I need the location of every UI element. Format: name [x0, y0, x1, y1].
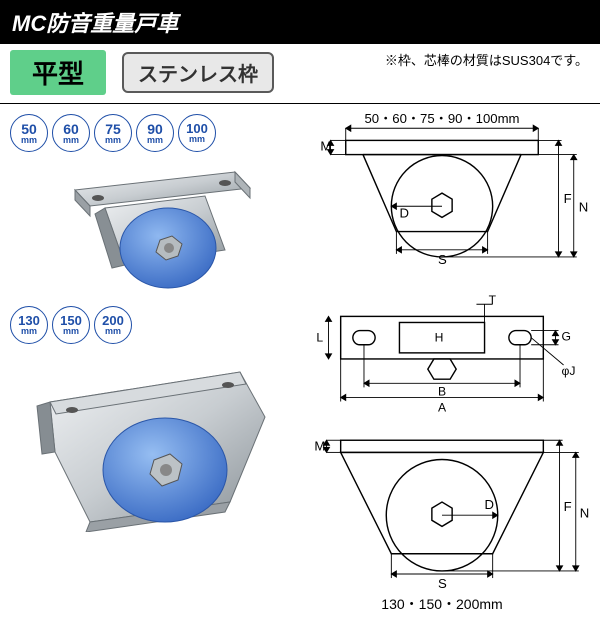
diagram-plan: L B A T G φJ H: [290, 286, 594, 418]
size-chip: 150mm: [52, 306, 90, 344]
size-chip-row-bottom: 130mm 150mm 200mm: [10, 306, 290, 344]
diagram-bottom-caption: 130・150・200mm: [290, 594, 594, 614]
dim-label: L: [316, 331, 323, 345]
product-image-large: [20, 352, 280, 532]
dim-label: B: [438, 385, 446, 399]
dim-label: F: [564, 499, 572, 514]
size-chip: 130mm: [10, 306, 48, 344]
type-badge: 平型: [10, 50, 106, 95]
material-note: ※枠、芯棒の材質はSUS304です。: [385, 50, 588, 69]
dim-label: D: [399, 205, 409, 220]
diagram-front-bottom: M D S F N 130・150・200mm: [290, 422, 594, 614]
dim-label: N: [579, 199, 589, 214]
size-chip: 100mm: [178, 114, 216, 152]
size-chip: 60mm: [52, 114, 90, 152]
dim-label: 50・60・75・90・100mm: [364, 111, 519, 126]
size-chip: 50mm: [10, 114, 48, 152]
size-chip: 75mm: [94, 114, 132, 152]
dim-label: D: [485, 497, 495, 512]
header-bar: MC防音重量戸車: [0, 0, 600, 44]
left-column: 50mm 60mm 75mm 90mm 100mm: [0, 104, 290, 618]
size-chip-row-top: 50mm 60mm 75mm 90mm 100mm: [10, 114, 290, 152]
header-title: MC防音重量戸車: [12, 11, 178, 36]
dim-label: M: [320, 139, 331, 154]
dim-label: N: [580, 505, 590, 520]
frame-badge: ステンレス枠: [122, 52, 274, 93]
size-chip: 200mm: [94, 306, 132, 344]
dim-label: φJ: [562, 364, 576, 378]
dim-label: F: [564, 191, 572, 206]
diagram-front-top: 50・60・75・90・100mm M D S F N: [290, 110, 594, 282]
size-chip: 90mm: [136, 114, 174, 152]
dim-label: G: [562, 330, 571, 344]
content-area: 50mm 60mm 75mm 90mm 100mm: [0, 104, 600, 618]
dim-label: H: [435, 331, 444, 345]
dim-label: M: [314, 438, 325, 453]
product-image-small: [20, 160, 280, 300]
dim-label: S: [438, 576, 447, 591]
dim-label: T: [489, 294, 497, 308]
right-column: 50・60・75・90・100mm M D S F N: [290, 104, 600, 618]
dim-label: S: [438, 252, 447, 267]
dim-label: A: [438, 401, 447, 415]
